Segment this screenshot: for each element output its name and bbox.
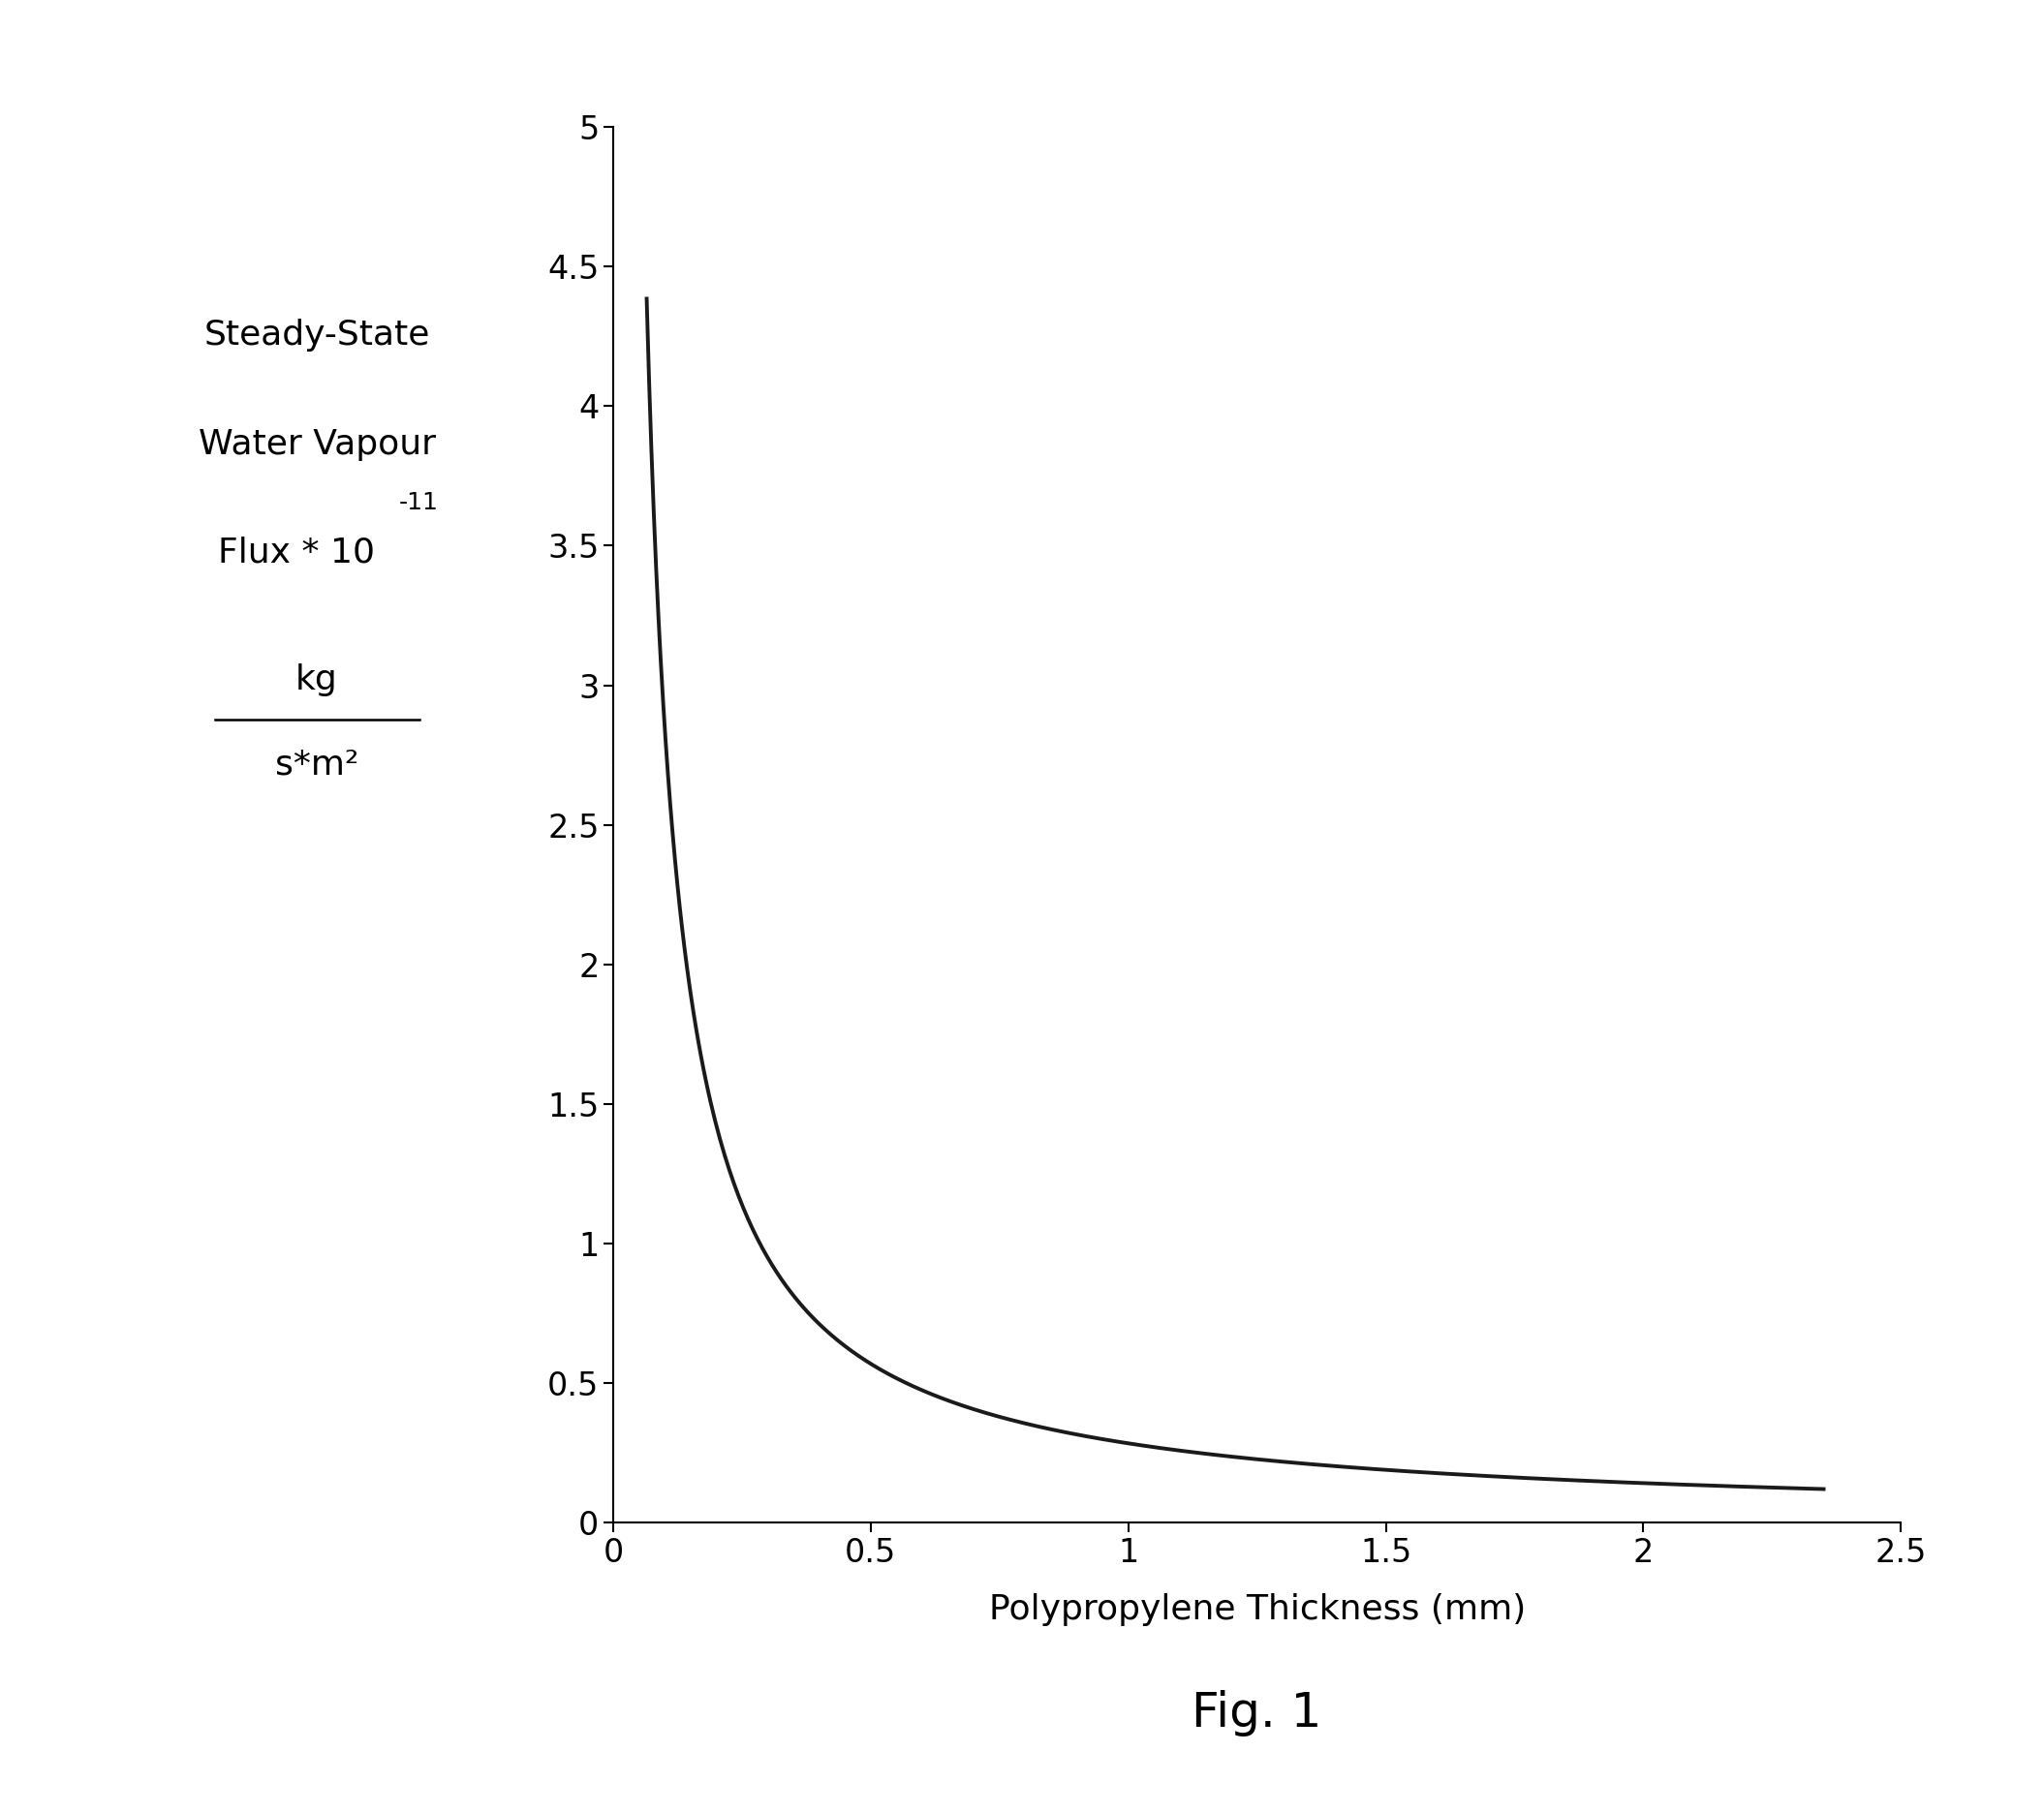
Text: -11: -11: [399, 491, 439, 513]
Text: s*m²: s*m²: [276, 749, 358, 781]
Text: Fig. 1: Fig. 1: [1192, 1690, 1322, 1737]
Text: Steady-State: Steady-State: [204, 319, 429, 352]
Text: kg: kg: [296, 664, 337, 696]
Text: Flux * 10: Flux * 10: [219, 537, 374, 569]
Text: Water Vapour: Water Vapour: [198, 428, 435, 461]
X-axis label: Polypropylene Thickness (mm): Polypropylene Thickness (mm): [989, 1594, 1525, 1626]
